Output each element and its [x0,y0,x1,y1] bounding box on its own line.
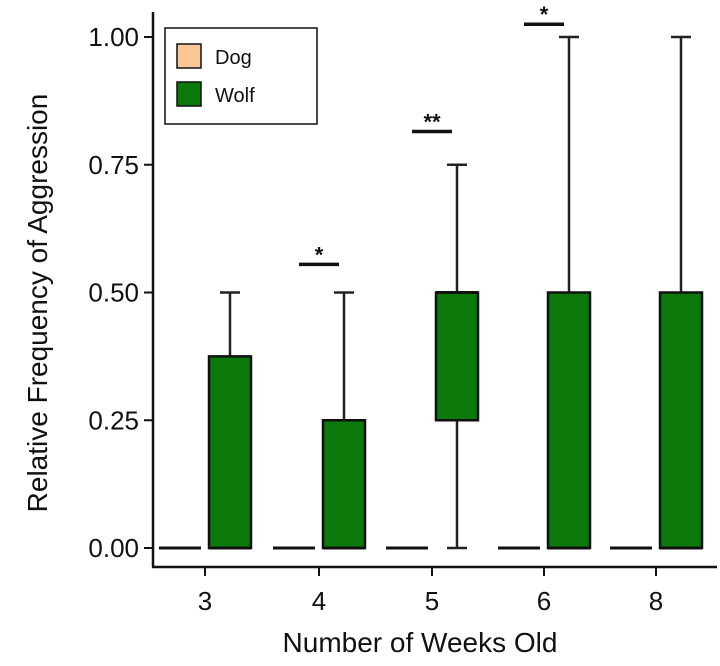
box-body [434,291,480,422]
box-body [321,419,367,550]
x-tick-label: 4 [312,586,326,616]
legend-swatch-dog [176,43,202,69]
y-tick-label: 0.25 [88,405,139,435]
x-tick-label: 8 [649,586,663,616]
chart-marks [159,35,704,550]
y-axis-title: Relative Frequency of Aggression [22,94,53,513]
box-wolf-6 [546,35,592,550]
significance-label: * [540,2,549,27]
y-tick-label: 0.50 [88,278,139,308]
box-wolf-5 [434,163,480,550]
box-wolf-4 [321,291,367,550]
x-tick-label: 3 [198,586,212,616]
x-tick-label: 6 [537,586,551,616]
y-tick-label: 0.00 [88,533,139,563]
significance-label: * [315,242,324,267]
axis-ticks: 0.00 0.25 0.50 0.75 1.00 3 4 5 6 8 [88,22,663,616]
legend-label-dog: Dog [215,47,252,69]
y-tick-label: 0.75 [88,150,139,180]
box-body [207,355,253,550]
box-wolf-3 [207,291,253,550]
legend-swatch-wolf [176,81,202,107]
box-body [658,291,704,550]
x-tick-label: 5 [425,586,439,616]
significance-markers: **** [299,2,564,267]
legend-frame [164,27,318,125]
box-body [546,291,592,550]
x-axis-title: Number of Weeks Old [283,627,558,658]
y-tick-label: 1.00 [88,22,139,52]
legend-label-wolf: Wolf [215,85,255,107]
significance-label: ** [423,110,441,135]
box-wolf-8 [658,35,704,550]
legend: Dog Wolf [164,27,318,125]
